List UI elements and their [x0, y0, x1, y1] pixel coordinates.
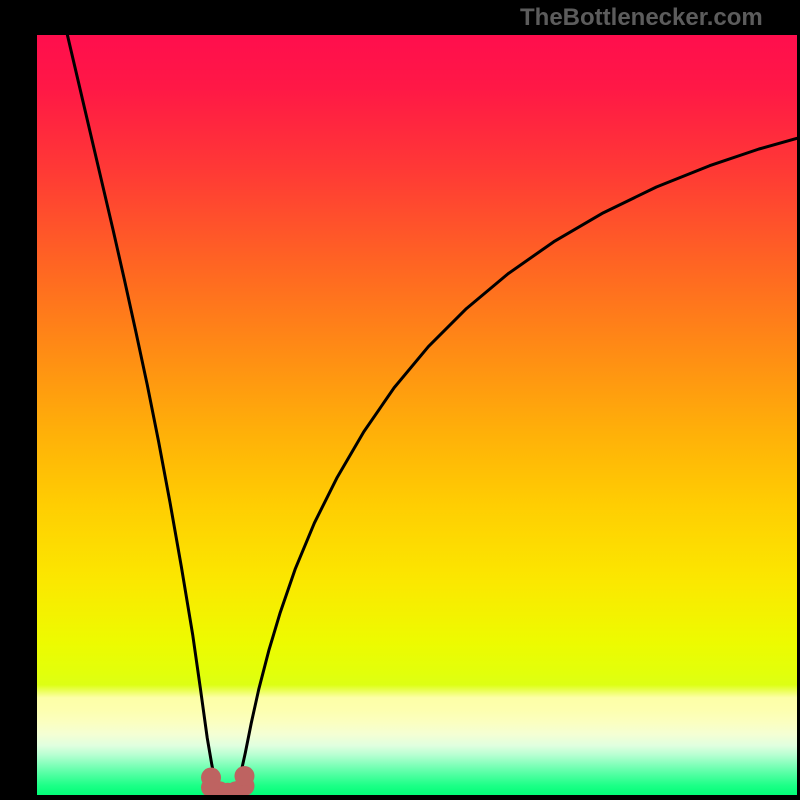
outer-frame: TheBottlenecker.com: [0, 0, 800, 800]
watermark-text: TheBottlenecker.com: [520, 4, 763, 32]
plot-area: [37, 35, 797, 795]
chart-svg: [37, 35, 797, 795]
chart-background: [37, 35, 797, 795]
marker: [234, 766, 254, 786]
